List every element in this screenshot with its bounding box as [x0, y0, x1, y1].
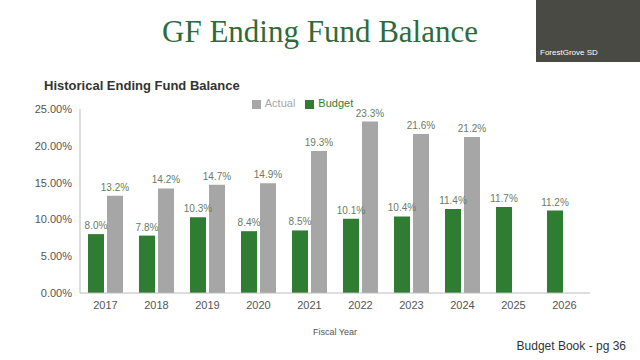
svg-text:8.4%: 8.4%	[238, 217, 261, 228]
svg-text:5.00%: 5.00%	[41, 250, 72, 262]
svg-text:11.4%: 11.4%	[439, 195, 467, 206]
svg-text:2024: 2024	[450, 299, 474, 311]
svg-text:14.9%: 14.9%	[254, 169, 282, 180]
svg-text:2025: 2025	[501, 299, 525, 311]
svg-text:13.2%: 13.2%	[101, 182, 129, 193]
html-text:ForestGrove SD: ForestGrove SD	[540, 48, 598, 57]
svg-text:2017: 2017	[93, 299, 117, 311]
svg-text:20.00%: 20.00%	[35, 140, 73, 152]
svg-text:8.0%: 8.0%	[85, 220, 108, 231]
svg-text:2019: 2019	[195, 299, 219, 311]
svg-text:7.8%: 7.8%	[136, 222, 159, 233]
html-text:Budget: Budget	[318, 97, 354, 109]
svg-text:11.7%: 11.7%	[490, 193, 518, 204]
svg-text:25.00%: 25.00%	[35, 103, 73, 115]
svg-text:2023: 2023	[399, 299, 423, 311]
html-text:Budget Book - pg 36: Budget Book - pg 36	[516, 339, 626, 353]
svg-text:19.3%: 19.3%	[305, 137, 333, 148]
svg-text:0.00%: 0.00%	[41, 287, 72, 299]
svg-text:10.00%: 10.00%	[35, 213, 73, 225]
svg-text:21.2%: 21.2%	[458, 123, 486, 134]
svg-text:10.3%: 10.3%	[184, 203, 212, 214]
svg-text:23.3%: 23.3%	[356, 108, 384, 119]
svg-text:2020: 2020	[246, 299, 270, 311]
svg-text:15.00%: 15.00%	[35, 177, 73, 189]
svg-text:10.1%: 10.1%	[337, 205, 365, 216]
svg-text:11.2%: 11.2%	[541, 197, 569, 208]
svg-text:21.6%: 21.6%	[407, 120, 435, 131]
svg-text:2021: 2021	[297, 299, 321, 311]
svg-text:14.7%: 14.7%	[203, 171, 231, 182]
svg-text:2022: 2022	[348, 299, 372, 311]
html-text:Actual: Actual	[264, 97, 296, 109]
html-text:Historical Ending Fund Balance: Historical Ending Fund Balance	[44, 78, 240, 93]
svg-text:Fiscal Year: Fiscal Year	[313, 327, 357, 337]
svg-text:2018: 2018	[144, 299, 168, 311]
svg-text:14.2%: 14.2%	[152, 174, 180, 185]
html-text:GF Ending Fund Balance: GF Ending Fund Balance	[162, 14, 478, 49]
svg-text:10.4%: 10.4%	[388, 202, 416, 213]
svg-text:8.5%: 8.5%	[289, 216, 312, 227]
svg-text:2026: 2026	[552, 299, 576, 311]
